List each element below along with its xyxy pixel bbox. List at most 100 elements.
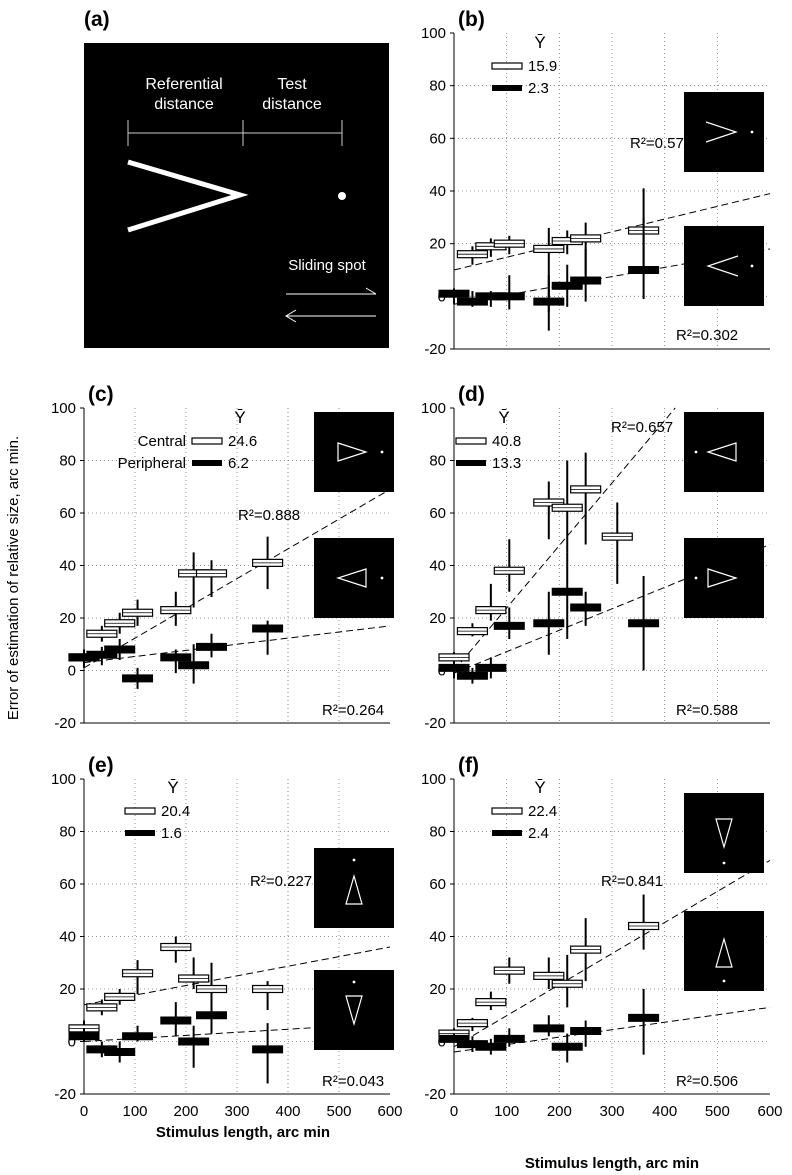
box-peripheral [252,1045,284,1054]
test-label-line1: Test [277,76,307,93]
arrow-right-icon [286,287,377,295]
box-peripheral [86,650,118,659]
box-peripheral [178,661,210,670]
trend-line-peripheral [453,1006,771,1053]
referential-label-line2: distance [154,96,214,113]
panel-a: (a) Referential distance Test distance S… [84,8,389,348]
y-tick-label: 40 [59,558,76,575]
box-peripheral [570,1027,602,1035]
inset-spot [750,130,754,134]
r2-lower-label: R²=0.264 [322,702,384,719]
y-tick-label: 80 [59,453,76,470]
box-peripheral [493,292,525,301]
y-tick-label: 100 [421,25,446,42]
panel-e-label: (e) [88,754,114,777]
inset-up-triangle-icon [314,848,394,928]
box-peripheral [104,1048,136,1056]
x-tick-label: 500 [326,1103,351,1120]
legend-mean-symbol: Ȳ [534,33,545,52]
x-tick-label: 500 [705,1103,730,1120]
panel-d: -20020406080100(d)Ȳ40.813.3R²=0.657R²=0.… [421,383,771,732]
box-peripheral [196,1011,227,1020]
box-peripheral [438,1034,470,1043]
inset-figure [336,568,367,588]
inset-up-triangle-icon [684,911,764,991]
inset-spot [352,858,356,862]
inset-background [684,911,764,991]
legend-swatch-central [491,807,523,815]
y-tick-label: 20 [429,981,446,998]
box-peripheral [252,624,284,633]
panel-c: -20 0 20 40 60 80 100 (c) Ȳ 24.6 6.2 Central Periphe… [51,383,394,732]
inset-figure [705,121,738,143]
inset-right-triangle-icon [314,412,394,492]
x-axis-title-left: Stimulus length, arc min [156,1124,330,1141]
box-peripheral [551,281,583,290]
y-tick-label: 80 [429,453,446,470]
box-peripheral [456,671,488,680]
x-tick-label: 0 [80,1103,88,1120]
y-tick-label: 40 [429,558,446,575]
y-tick-label: 100 [51,400,76,417]
r2-lower-label: R²=0.302 [676,327,738,344]
inset-figure [715,818,733,850]
panel-f: -200204060801000100200300400500600(f)Ȳ22… [421,754,783,1120]
test-spot [338,192,346,200]
y-tick-label: 20 [59,610,76,627]
box-peripheral [475,1042,507,1051]
legend-mean-peripheral: 13.3 [492,455,521,472]
x-tick-label: 600 [757,1103,782,1120]
legend-mean-central: 20.4 [161,803,190,820]
box-peripheral [533,619,565,628]
box-peripheral [122,674,154,683]
legend-swatch-peripheral [492,830,522,836]
box-peripheral [551,587,583,596]
inset-figure [707,568,738,588]
y-tick-label: 80 [429,78,446,95]
y-tick-label: 60 [429,130,446,147]
inset-left-triangle-icon [314,538,394,618]
x-tick-label: 400 [652,1103,677,1120]
legend-swatch-peripheral [192,460,222,466]
y-tick-label: 100 [421,771,446,788]
inset-figure [706,255,739,277]
y-tick-label: 20 [59,981,76,998]
x-tick-label: 0 [450,1103,458,1120]
y-tick-label: 60 [59,876,76,893]
x-tick-label: 100 [122,1103,147,1120]
inset-figure [337,442,368,462]
inset-right-arrow-icon [684,92,764,172]
legend-swatch-central [455,437,487,445]
panel-c-label: (c) [88,383,114,406]
x-tick-label: 600 [377,1103,402,1120]
inset-down-triangle-icon [684,793,764,873]
legend-mean-central: 40.8 [492,433,521,450]
box-peripheral [196,642,227,651]
inset-spot [722,861,726,865]
legend-swatch-central [191,437,223,445]
y-tick-label: 40 [429,183,446,200]
y-tick-label: 20 [429,236,446,253]
box-peripheral [533,297,565,306]
legend-swatch-central [124,807,156,815]
x-tick-label: 300 [224,1103,249,1120]
panel-f-label: (f) [458,754,479,777]
legend-mean-peripheral: 1.6 [161,825,182,842]
legend-mean-symbol: Ȳ [534,778,545,797]
arrow-left-icon [285,309,376,323]
box-peripheral [68,1032,100,1041]
legend-mean-symbol: Ȳ [234,408,245,427]
r2-upper-label: R²=0.657 [611,419,673,436]
legend-mean-peripheral: 6.2 [228,455,249,472]
panel-b-label: (b) [458,8,485,31]
legend-category-central: Central [138,433,186,450]
box-peripheral [628,266,660,274]
trend-line-peripheral [83,625,391,664]
legend-mean-symbol: Ȳ [167,778,178,797]
box-peripheral [438,289,470,298]
muller-lyer-figure [127,159,249,233]
x-tick-label: 300 [599,1103,624,1120]
r2-lower-label: R²=0.506 [676,1073,738,1090]
r2-lower-label: R²=0.043 [322,1073,384,1090]
